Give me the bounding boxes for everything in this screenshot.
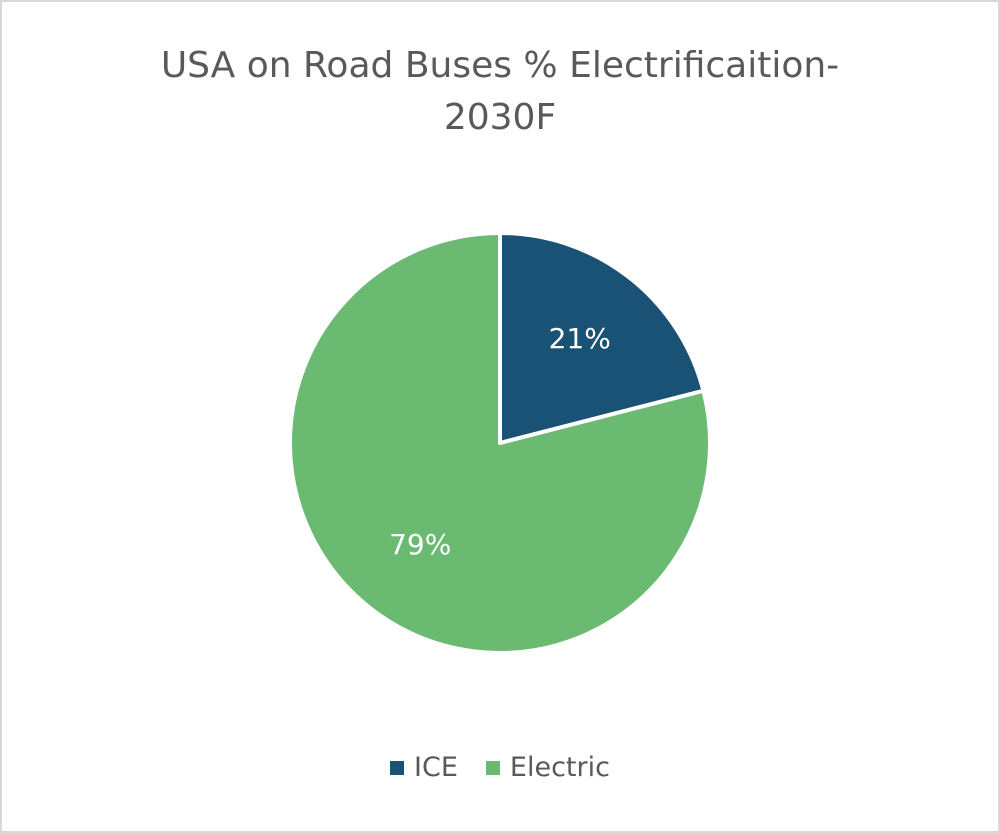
legend-item-ice: ICE	[390, 752, 458, 783]
legend: ICE Electric	[0, 752, 1000, 783]
data-label-ice: 21%	[549, 322, 611, 355]
pie-slice-ice	[498, 231, 706, 445]
legend-label-ice: ICE	[414, 752, 458, 783]
chart-title: USA on Road Buses % Electrificaition- 20…	[0, 40, 1000, 144]
data-label-electric: 79%	[389, 528, 451, 561]
legend-item-electric: Electric	[485, 752, 610, 783]
legend-swatch-ice	[390, 760, 405, 775]
pie-labels: 21% 79%	[389, 322, 611, 561]
pie-slices	[288, 231, 712, 655]
legend-swatch-electric	[485, 760, 500, 775]
chart-title-line-1: USA on Road Buses % Electrificaition-	[160, 45, 840, 86]
pie-slice-electric	[288, 231, 712, 655]
legend-label-electric: Electric	[509, 752, 610, 783]
chart-title-line-2: 2030F	[443, 97, 557, 138]
